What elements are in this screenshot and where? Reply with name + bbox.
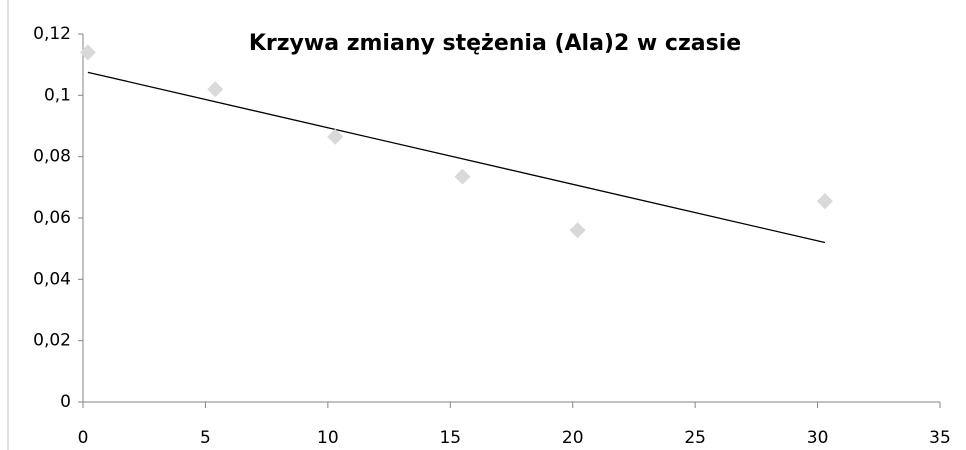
y-tick-label: 0,02 xyxy=(33,331,71,351)
y-tick-label: 0,12 xyxy=(33,24,71,44)
y-tick-label: 0,1 xyxy=(44,85,71,105)
trendline xyxy=(87,71,826,244)
x-tick-label: 10 xyxy=(317,428,339,448)
point xyxy=(327,128,344,145)
x-tick-label: 30 xyxy=(807,428,829,448)
point xyxy=(454,168,471,185)
y-tick-label: 0 xyxy=(60,392,71,412)
x-tick-label: 5 xyxy=(200,428,211,448)
x-tick-label: 0 xyxy=(78,428,89,448)
x-tick-label: 25 xyxy=(684,428,706,448)
point xyxy=(816,193,833,210)
point xyxy=(207,81,224,98)
x-tick-label: 15 xyxy=(439,428,461,448)
point xyxy=(569,222,586,239)
chart-title: Krzywa zmiany stężenia (Ala)2 w czasie xyxy=(249,31,741,56)
y-tick-label: 0,04 xyxy=(33,269,71,289)
y-tick-label: 0,06 xyxy=(33,208,71,228)
x-tick-label: 35 xyxy=(929,428,951,448)
x-tick-label: 20 xyxy=(562,428,584,448)
y-tick-label: 0,08 xyxy=(33,147,71,167)
point xyxy=(79,44,96,61)
